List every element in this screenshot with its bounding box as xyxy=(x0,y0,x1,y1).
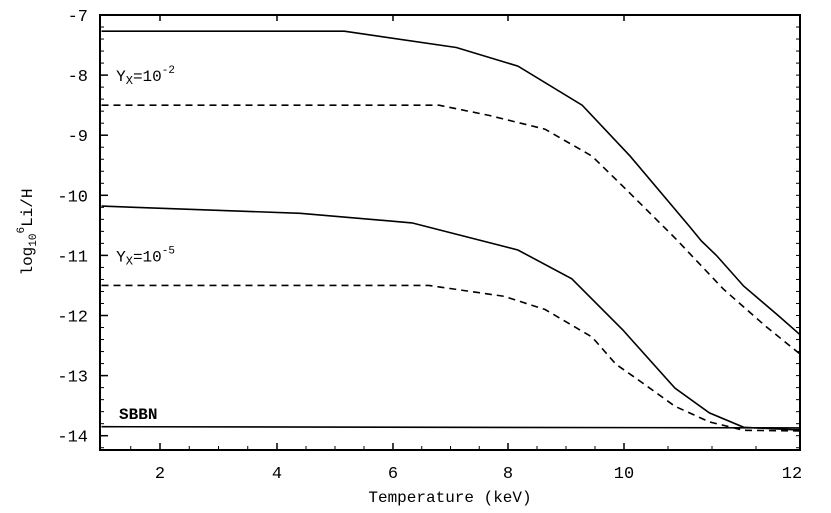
y-tick-label: -14 xyxy=(57,429,88,448)
annotation: YX=10-2 xyxy=(116,65,175,88)
annotation: YX=10-5 xyxy=(116,245,175,268)
y-axis-label: log106Li/H xyxy=(16,188,40,275)
x-tick-label: 10 xyxy=(614,465,634,484)
x-tick-label: 2 xyxy=(155,465,165,484)
y-tick-label: -7 xyxy=(68,8,88,27)
x-tick-label: 12 xyxy=(782,465,802,484)
annotation: SBBN xyxy=(119,406,157,424)
y-tick-label: -13 xyxy=(57,369,88,388)
y-tick-label: -9 xyxy=(68,128,88,147)
x-tick-label: 4 xyxy=(272,465,282,484)
series-line-1 xyxy=(101,30,801,336)
x-axis-label: Temperature (keV) xyxy=(368,489,531,507)
series-line-2 xyxy=(101,104,801,355)
series-line-4 xyxy=(101,284,801,432)
y-tick-label: -8 xyxy=(68,68,88,87)
x-tick-label: 8 xyxy=(503,465,513,484)
series-line-5 xyxy=(101,425,801,429)
y-tick-label: -10 xyxy=(57,188,88,207)
y-tick-label: -12 xyxy=(57,309,88,328)
x-tick-label: 6 xyxy=(388,465,398,484)
y-tick-label: -11 xyxy=(57,248,88,267)
series-line-3 xyxy=(101,205,800,431)
